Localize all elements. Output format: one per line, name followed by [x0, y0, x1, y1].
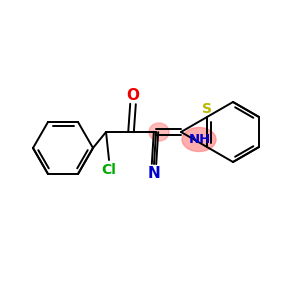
- Text: N: N: [148, 167, 160, 182]
- Ellipse shape: [149, 123, 169, 141]
- Text: S: S: [202, 102, 212, 116]
- Ellipse shape: [182, 128, 216, 152]
- Text: Cl: Cl: [102, 163, 116, 177]
- Text: O: O: [127, 88, 140, 103]
- Text: NH: NH: [189, 133, 211, 146]
